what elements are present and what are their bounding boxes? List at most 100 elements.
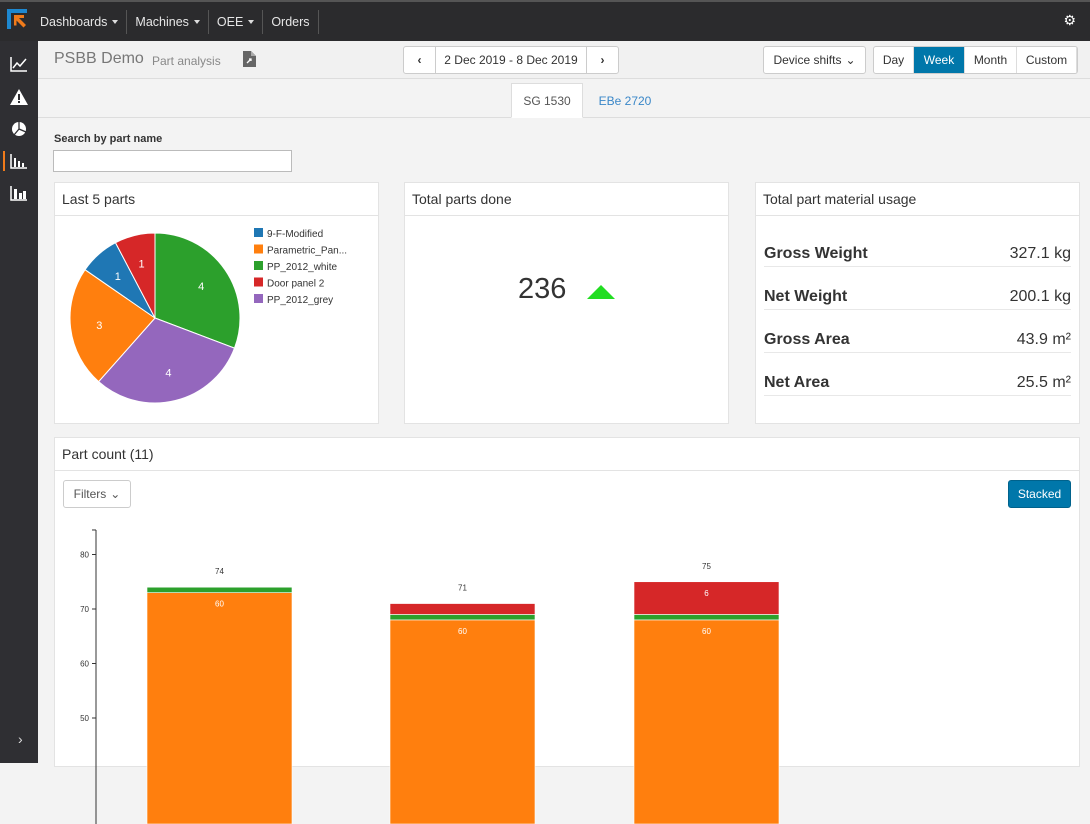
pie-slice-label: 1 <box>115 271 121 283</box>
y-tick-label: 60 <box>80 660 89 669</box>
caret-down-icon <box>248 19 255 24</box>
pie-chart-icon[interactable] <box>8 118 30 140</box>
period-day-button[interactable]: Day <box>874 47 914 73</box>
sidebar: › <box>0 41 38 763</box>
card-title: Last 5 parts <box>55 183 378 216</box>
top-navbar: Dashboards Machines OEE Orders ⚙ <box>0 0 1090 41</box>
pie-slice-label: 3 <box>96 320 102 332</box>
page-title: PSBB Demo <box>54 50 144 67</box>
bar-chart-detail-icon[interactable] <box>8 150 30 172</box>
part-count-bar-chart: 50 60 70 80 60 74 60 71 60 6 75 <box>80 529 780 824</box>
nav-label: Orders <box>271 14 310 29</box>
material-usage-card: Total part material usage Gross Weight 32… <box>755 182 1080 424</box>
device-shifts-dropdown[interactable]: Device shifts ⌄ <box>763 46 866 74</box>
pie-slice[interactable] <box>154 232 241 349</box>
material-value: 200.1 kg <box>1009 288 1071 305</box>
legend-swatch <box>254 277 263 287</box>
bar-segment[interactable] <box>146 586 293 593</box>
legend-entry[interactable]: 9-F-Modified <box>267 229 323 240</box>
legend-entry[interactable]: Door panel 2 <box>267 279 325 290</box>
total-parts-value: 236 <box>518 273 567 305</box>
nav-machines[interactable]: Machines <box>127 9 209 34</box>
sidebar-active-indicator <box>3 151 5 171</box>
period-custom-button[interactable]: Custom <box>1017 47 1077 73</box>
nav-label: OEE <box>216 14 244 29</box>
previous-range-button[interactable]: ‹ <box>403 46 436 74</box>
bar-segment[interactable] <box>389 603 536 615</box>
date-range-display[interactable]: 2 Dec 2019 - 8 Dec 2019 <box>435 46 587 74</box>
material-value: 43.9 m² <box>1016 331 1071 348</box>
device-shifts-label: Device shifts <box>773 53 842 67</box>
bar-total-label: 71 <box>458 584 467 593</box>
period-month-button[interactable]: Month <box>965 47 1017 73</box>
bar-segment-label: 6 <box>704 589 709 598</box>
bar-segment[interactable] <box>389 619 536 824</box>
bar-total-label: 75 <box>702 562 711 571</box>
pie-slice-label: 1 <box>139 259 145 271</box>
part-name-search-input[interactable] <box>53 150 292 172</box>
bar-segment-label: 60 <box>458 627 467 636</box>
nav-label: Machines <box>135 14 189 29</box>
nav-dashboards[interactable]: Dashboards <box>32 9 128 34</box>
legend-swatch <box>254 228 263 237</box>
bar-segment[interactable] <box>389 614 536 621</box>
page-subtitle: Part analysis <box>152 54 221 68</box>
search-label: Search by part name <box>54 133 163 145</box>
caret-down-icon <box>112 19 119 24</box>
chevron-down-icon: ⌄ <box>110 487 121 501</box>
bar-segment[interactable] <box>633 619 780 824</box>
last-parts-pie-chart: 4 4 3 1 1 9-F-Modified Parametric_Pan... PP_201… <box>69 228 347 404</box>
next-range-button[interactable]: › <box>586 46 619 74</box>
export-document-icon[interactable] <box>243 51 256 67</box>
legend-entry[interactable]: Parametric_Pan... <box>267 246 347 257</box>
total-parts-card: Total parts done 236 <box>404 182 729 424</box>
nav-orders[interactable]: Orders <box>263 9 319 34</box>
bar-segment[interactable] <box>146 592 293 824</box>
pie-slice[interactable] <box>97 317 236 404</box>
material-value: 25.5 m² <box>1016 374 1071 391</box>
legend-entry[interactable]: PP_2012_grey <box>267 295 333 306</box>
app-logo-icon[interactable] <box>7 9 27 29</box>
material-label: Net Area <box>764 374 830 391</box>
legend-entry[interactable]: PP_2012_white <box>267 262 337 273</box>
tab-sg-1530[interactable]: SG 1530 <box>511 83 583 118</box>
expand-sidebar-chevron-icon[interactable]: › <box>18 731 23 747</box>
legend-swatch <box>254 244 263 254</box>
warning-icon[interactable] <box>8 86 30 108</box>
part-count-card: Part count (11) Filters ⌄ Stacked 50 60 70 8… <box>54 437 1080 824</box>
device-tabs: SG 1530 EBe 2720 <box>38 79 1090 118</box>
tab-ebe-2720[interactable]: EBe 2720 <box>598 93 652 108</box>
nav-label: Dashboards <box>40 14 108 29</box>
stacked-toggle-button[interactable]: Stacked <box>1008 480 1071 508</box>
pie-slice-label: 4 <box>165 367 171 379</box>
bar-total-label: 74 <box>215 567 224 576</box>
material-row: Net Weight 200.1 kg <box>764 285 1071 310</box>
y-tick-label: 80 <box>80 551 89 560</box>
pie-slice[interactable] <box>114 232 156 319</box>
y-tick-label: 70 <box>80 605 89 614</box>
caret-down-icon <box>193 19 200 24</box>
nav-oee[interactable]: OEE <box>209 9 264 34</box>
chevron-down-icon: ⌄ <box>845 53 856 67</box>
card-title: Total part material usage <box>756 183 1079 216</box>
period-week-button[interactable]: Week <box>914 47 965 73</box>
last-parts-card: Last 5 parts 4 4 3 1 1 9-F-Modified Parametric… <box>54 182 379 424</box>
period-selector: Day Week Month Custom <box>873 46 1078 74</box>
settings-gear-icon[interactable]: ⚙ <box>1063 12 1076 28</box>
bar-chart-icon[interactable] <box>8 182 30 204</box>
y-tick-label: 50 <box>80 714 89 723</box>
material-value: 327.1 kg <box>1009 245 1071 262</box>
bar-segment-label: 60 <box>702 627 711 636</box>
legend-swatch <box>254 261 263 270</box>
trend-up-icon <box>587 285 615 299</box>
bar-segment-label: 60 <box>215 600 224 609</box>
filters-dropdown[interactable]: Filters ⌄ <box>63 480 131 508</box>
pie-slice[interactable] <box>69 269 156 383</box>
line-chart-icon[interactable] <box>8 53 30 75</box>
bar-segment[interactable] <box>633 614 780 621</box>
bar-segment[interactable] <box>633 581 780 615</box>
pie-slice-label: 4 <box>198 281 204 293</box>
material-label: Net Weight <box>764 288 848 305</box>
card-title: Total parts done <box>405 183 728 216</box>
page-header: PSBB Demo Part analysis ‹ 2 Dec 2019 - 8… <box>38 41 1090 79</box>
